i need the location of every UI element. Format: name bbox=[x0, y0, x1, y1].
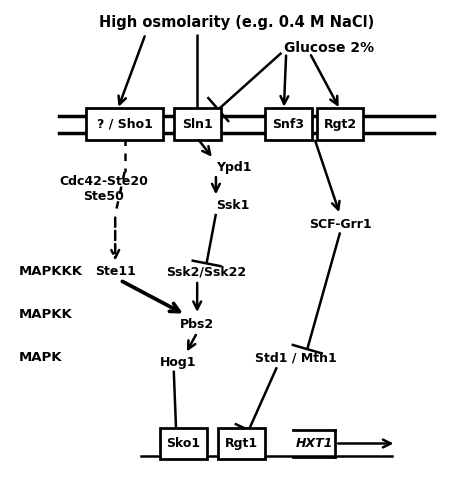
Text: Ste11: Ste11 bbox=[95, 266, 136, 279]
Text: Rgt2: Rgt2 bbox=[323, 118, 356, 131]
Text: Cdc42-Ste20: Cdc42-Ste20 bbox=[59, 175, 148, 188]
Text: MAPKKK: MAPKKK bbox=[19, 266, 83, 279]
Text: Rgt1: Rgt1 bbox=[225, 437, 258, 450]
Text: High osmolarity (e.g. 0.4 M NaCl): High osmolarity (e.g. 0.4 M NaCl) bbox=[100, 14, 374, 30]
Text: MAPKK: MAPKK bbox=[19, 308, 73, 321]
FancyBboxPatch shape bbox=[160, 428, 207, 459]
Text: Std1 / Mth1: Std1 / Mth1 bbox=[255, 351, 337, 364]
Text: MAPK: MAPK bbox=[19, 351, 63, 364]
Text: Glucose 2%: Glucose 2% bbox=[284, 41, 374, 55]
Text: Snf3: Snf3 bbox=[273, 118, 304, 131]
FancyBboxPatch shape bbox=[265, 108, 312, 140]
Text: Sln1: Sln1 bbox=[182, 118, 212, 131]
Text: ? / Sho1: ? / Sho1 bbox=[97, 118, 153, 131]
FancyBboxPatch shape bbox=[174, 108, 220, 140]
Text: SCF-Grr1: SCF-Grr1 bbox=[309, 218, 371, 231]
FancyBboxPatch shape bbox=[86, 108, 163, 140]
FancyBboxPatch shape bbox=[317, 108, 364, 140]
FancyBboxPatch shape bbox=[218, 428, 265, 459]
Text: Ste50: Ste50 bbox=[83, 190, 124, 203]
Text: Pbs2: Pbs2 bbox=[180, 318, 214, 331]
Text: Ssk1: Ssk1 bbox=[216, 199, 249, 212]
Text: Ssk2/Ssk22: Ssk2/Ssk22 bbox=[166, 266, 246, 279]
Text: HXT1: HXT1 bbox=[296, 437, 333, 450]
Text: Hog1: Hog1 bbox=[160, 356, 197, 369]
Text: Sko1: Sko1 bbox=[166, 437, 200, 450]
Text: Ypd1: Ypd1 bbox=[216, 161, 251, 174]
